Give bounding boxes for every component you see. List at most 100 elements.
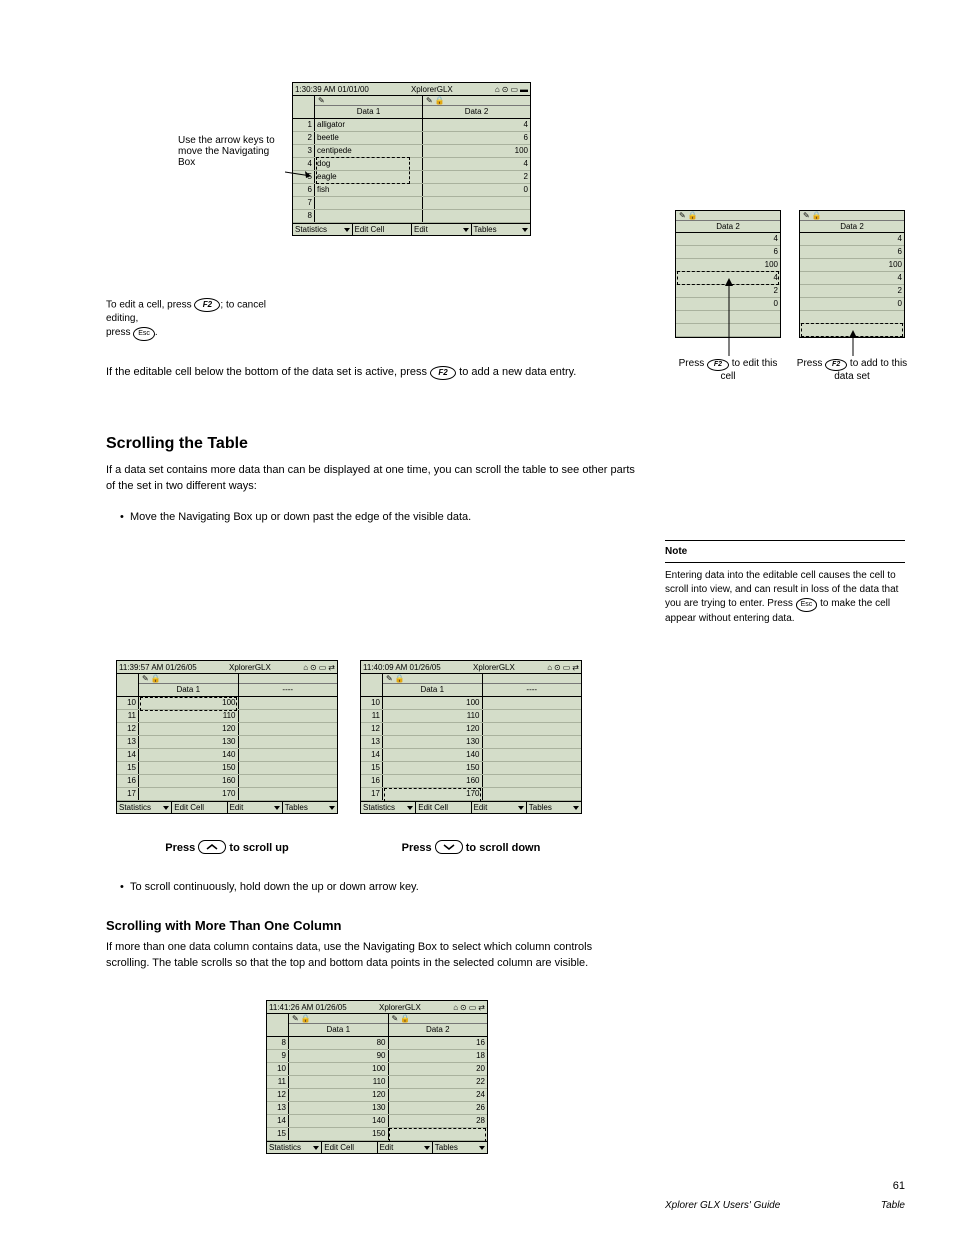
table-row[interactable]: 2beetle6 (293, 132, 530, 145)
data-cell[interactable]: 140 (139, 749, 238, 761)
table-row[interactable]: 16160 (117, 775, 337, 788)
table-row[interactable]: 8 (293, 210, 530, 223)
data-cell[interactable]: eagle (315, 171, 422, 183)
data-cell[interactable]: 170 (139, 788, 238, 800)
data-cell[interactable] (800, 311, 904, 324)
data-cell[interactable]: 16 (388, 1037, 488, 1049)
data-cell[interactable]: 6 (800, 246, 904, 259)
softkey-statistics[interactable]: Statistics (361, 802, 415, 813)
data-cell[interactable]: 130 (139, 736, 238, 748)
softkey-edit-cell[interactable]: Edit Cell (321, 1142, 376, 1153)
table-row[interactable]: 99018 (267, 1050, 487, 1063)
data-cell[interactable]: 100 (383, 697, 482, 709)
data-cell[interactable] (315, 210, 422, 222)
softkey-tables[interactable]: Tables (432, 1142, 487, 1153)
table-row[interactable]: 1111022 (267, 1076, 487, 1089)
softkey-tables[interactable]: Tables (526, 802, 581, 813)
table-row[interactable]: 6fish0 (293, 184, 530, 197)
softkey-statistics[interactable]: Statistics (117, 802, 171, 813)
softkey-edit[interactable]: Edit (377, 1142, 432, 1153)
data-cell[interactable]: 100 (422, 145, 530, 157)
softkey-edit[interactable]: Edit (471, 802, 526, 813)
table-row[interactable]: 15150 (267, 1128, 487, 1141)
data-cell[interactable]: 150 (383, 762, 482, 774)
data-cell[interactable]: 6 (676, 246, 780, 259)
table-row[interactable]: 15150 (361, 762, 581, 775)
data-cell[interactable]: alligator (315, 119, 422, 131)
data-cell[interactable]: 28 (388, 1115, 488, 1127)
data-cell[interactable]: 2 (800, 285, 904, 298)
data-cell[interactable] (388, 1128, 488, 1140)
data-cell[interactable]: 120 (139, 723, 238, 735)
data-cell[interactable]: 100 (289, 1063, 388, 1075)
data-cell[interactable]: 160 (139, 775, 238, 787)
data-cell[interactable]: 100 (800, 259, 904, 272)
softkey-edit[interactable]: Edit (411, 224, 471, 235)
data-cell[interactable] (315, 197, 422, 209)
data-cell[interactable]: 24 (388, 1089, 488, 1101)
table-row[interactable]: 17170 (117, 788, 337, 801)
data-cell[interactable]: 130 (383, 736, 482, 748)
table-row[interactable]: 1212024 (267, 1089, 487, 1102)
table-row[interactable]: 5eagle2 (293, 171, 530, 184)
softkey-edit-cell[interactable]: Edit Cell (415, 802, 470, 813)
data-cell[interactable]: 110 (139, 710, 238, 722)
data-cell[interactable]: fish (315, 184, 422, 196)
table-row[interactable]: 3centipede100 (293, 145, 530, 158)
table-row[interactable]: 14140 (117, 749, 337, 762)
data-cell[interactable]: 4 (800, 233, 904, 246)
table-row[interactable]: 11110 (361, 710, 581, 723)
data-cell[interactable]: 170 (383, 788, 482, 800)
data-cell[interactable]: 120 (383, 723, 482, 735)
data-cell[interactable]: 26 (388, 1102, 488, 1114)
table-row[interactable]: 13130 (117, 736, 337, 749)
table-row[interactable]: 1010020 (267, 1063, 487, 1076)
data-cell[interactable] (422, 210, 530, 222)
softkey-edit[interactable]: Edit (227, 802, 282, 813)
data-cell[interactable]: 4 (800, 272, 904, 285)
table-row[interactable]: 1alligator4 (293, 119, 530, 132)
table-row[interactable]: 1313026 (267, 1102, 487, 1115)
data-cell[interactable]: 110 (289, 1076, 388, 1088)
table-row[interactable]: 12120 (361, 723, 581, 736)
table-row[interactable]: 12120 (117, 723, 337, 736)
data-cell[interactable]: 100 (139, 697, 238, 709)
data-cell[interactable]: 120 (289, 1089, 388, 1101)
data-cell[interactable]: 0 (800, 298, 904, 311)
table-row[interactable]: 11110 (117, 710, 337, 723)
data-cell[interactable]: 150 (289, 1128, 388, 1140)
data-cell[interactable]: 140 (383, 749, 482, 761)
data-cell[interactable]: 0 (422, 184, 530, 196)
data-cell[interactable]: beetle (315, 132, 422, 144)
data-cell[interactable]: 18 (388, 1050, 488, 1062)
table-row[interactable]: 7 (293, 197, 530, 210)
table-row[interactable]: 10100 (361, 697, 581, 710)
data-cell[interactable]: 80 (289, 1037, 388, 1049)
table-row[interactable]: 15150 (117, 762, 337, 775)
softkey-statistics[interactable]: Statistics (267, 1142, 321, 1153)
data-cell[interactable]: 150 (139, 762, 238, 774)
table-row[interactable]: 1414028 (267, 1115, 487, 1128)
data-cell[interactable]: 4 (422, 119, 530, 131)
data-cell[interactable] (422, 197, 530, 209)
table-row[interactable]: 88016 (267, 1037, 487, 1050)
data-cell[interactable]: 4 (422, 158, 530, 170)
table-row[interactable]: 13130 (361, 736, 581, 749)
data-cell[interactable]: 4 (676, 233, 780, 246)
data-cell[interactable]: centipede (315, 145, 422, 157)
data-cell[interactable]: 90 (289, 1050, 388, 1062)
data-cell[interactable]: 22 (388, 1076, 488, 1088)
data-cell[interactable]: 130 (289, 1102, 388, 1114)
column-1-header[interactable]: Data 1 (315, 96, 422, 118)
table-row[interactable]: 17170 (361, 788, 581, 801)
data-cell[interactable]: 2 (422, 171, 530, 183)
data-cell[interactable]: 100 (676, 259, 780, 272)
softkey-tables[interactable]: Tables (282, 802, 337, 813)
softkey-edit-cell[interactable]: Edit Cell (171, 802, 226, 813)
table-row[interactable]: 16160 (361, 775, 581, 788)
table-row[interactable]: 4dog4 (293, 158, 530, 171)
data-cell[interactable]: 6 (422, 132, 530, 144)
column-2-header[interactable]: Data 2 (422, 96, 530, 118)
data-cell[interactable]: 110 (383, 710, 482, 722)
data-cell[interactable]: 160 (383, 775, 482, 787)
